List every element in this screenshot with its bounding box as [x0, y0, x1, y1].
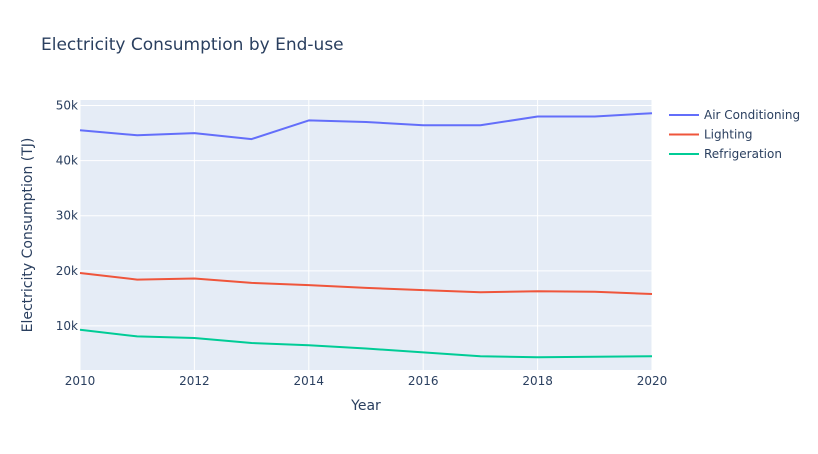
x-axis-ticks: 2010 2012 2014 2016 2018 2020: [65, 374, 668, 388]
legend-item[interactable]: Refrigeration: [669, 147, 782, 161]
chart-title: Electricity Consumption by End-use: [41, 35, 344, 55]
x-tick-label: 2016: [408, 374, 439, 388]
y-tick-label: 50k: [56, 99, 78, 113]
legend[interactable]: Air Conditioning Lighting Refrigeration: [669, 108, 800, 161]
x-tick-label: 2010: [65, 374, 96, 388]
plot-area: [80, 100, 652, 370]
legend-item[interactable]: Air Conditioning: [669, 108, 800, 122]
legend-label: Lighting: [704, 128, 753, 142]
x-tick-label: 2018: [522, 374, 553, 388]
x-axis-label: Year: [350, 398, 381, 414]
series-lines: [79, 112, 653, 359]
y-tick-label: 30k: [56, 209, 78, 223]
x-tick-label: 2014: [294, 374, 325, 388]
legend-label: Refrigeration: [704, 147, 782, 161]
y-axis-label: Electricity Consumption (TJ): [20, 138, 36, 333]
series-line-refrigeration[interactable]: [79, 328, 653, 359]
x-tick-label: 2012: [179, 374, 210, 388]
legend-label: Air Conditioning: [704, 108, 800, 122]
series-line-air-conditioning[interactable]: [79, 112, 653, 141]
legend-item[interactable]: Lighting: [669, 128, 753, 142]
y-tick-label: 40k: [56, 154, 78, 168]
y-tick-label: 20k: [56, 264, 78, 278]
x-tick-label: 2020: [637, 374, 668, 388]
y-axis-ticks: 10k 20k 30k 40k 50k: [56, 99, 78, 333]
grid-lines: [79, 100, 653, 370]
series-line-lighting[interactable]: [79, 272, 653, 295]
y-tick-label: 10k: [56, 319, 78, 333]
